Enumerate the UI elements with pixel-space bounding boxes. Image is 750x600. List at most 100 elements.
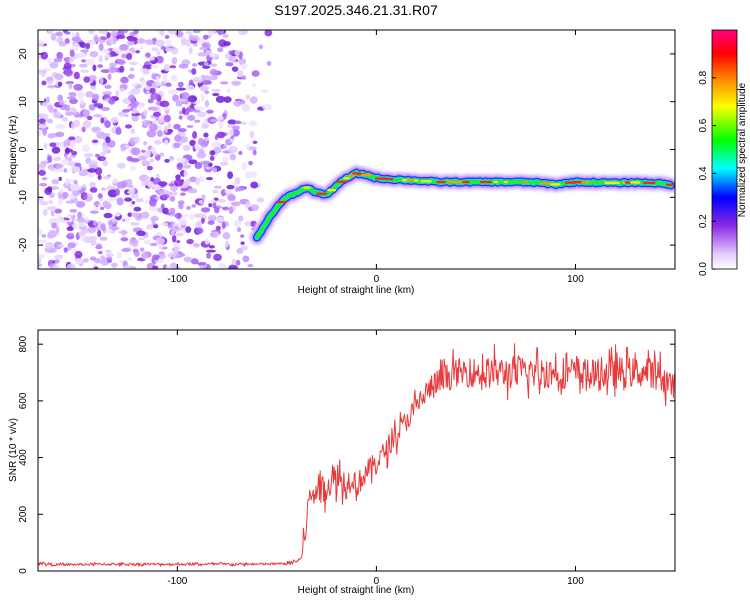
noise-blob: [175, 30, 184, 38]
noise-blob: [186, 124, 194, 129]
noise-blob: [234, 188, 245, 192]
noise-blob: [203, 62, 209, 66]
noise-blob: [142, 180, 149, 186]
noise-blob: [143, 239, 152, 245]
noise-blob: [124, 197, 133, 202]
noise-blob: [55, 225, 60, 234]
noise-blob: [100, 258, 110, 266]
noise-blob: [83, 76, 91, 83]
noise-blob: [73, 83, 83, 91]
noise-blob: [94, 153, 101, 158]
noise-blob: [81, 126, 86, 133]
noise-blob: [88, 103, 96, 111]
noise-blob: [241, 245, 248, 251]
noise-blob: [251, 171, 257, 178]
noise-blob: [252, 140, 258, 145]
snr-line: [38, 343, 675, 567]
noise-blob: [118, 230, 128, 235]
noise-blob: [170, 47, 179, 55]
noise-blob: [47, 205, 57, 211]
noise-blob: [41, 234, 47, 238]
noise-blob: [104, 84, 112, 89]
noise-blob: [113, 213, 121, 217]
noise-blob: [204, 238, 210, 245]
noise-blob: [152, 254, 160, 259]
noise-blob: [178, 115, 183, 120]
noise-blob: [126, 184, 134, 189]
noise-blob: [228, 50, 234, 55]
noise-blob: [181, 107, 186, 115]
noise-blob: [61, 158, 70, 166]
noise-blob: [227, 119, 237, 125]
noise-blob: [92, 64, 97, 72]
noise-blob: [140, 79, 146, 87]
noise-blob: [87, 39, 93, 43]
noise-blob: [167, 89, 178, 95]
noise-blob: [49, 142, 57, 148]
noise-blob: [138, 237, 146, 241]
noise-blob: [47, 133, 55, 139]
noise-blob: [192, 131, 198, 139]
noise-blob: [176, 240, 181, 244]
noise-blob: [47, 230, 58, 238]
noise-blob: [207, 30, 215, 36]
noise-blob: [163, 63, 171, 72]
noise-blob: [156, 82, 162, 86]
noise-blob: [103, 212, 113, 219]
noise-blob: [157, 117, 164, 124]
noise-blob: [228, 264, 239, 269]
noise-blob: [131, 212, 140, 218]
noise-blob: [260, 89, 269, 94]
noise-blob: [205, 177, 213, 181]
noise-blob: [251, 70, 260, 77]
noise-region: [38, 30, 276, 269]
noise-blob: [133, 136, 140, 144]
noise-blob: [130, 88, 141, 95]
noise-blob: [54, 258, 60, 264]
noise-blob: [232, 125, 240, 131]
noise-blob: [127, 94, 136, 102]
noise-blob: [182, 144, 191, 152]
noise-blob: [118, 111, 126, 117]
noise-blob: [129, 165, 137, 171]
noise-blob: [68, 136, 76, 141]
noise-blob: [244, 221, 252, 227]
noise-blob: [204, 137, 210, 142]
noise-blob: [173, 222, 180, 228]
noise-blob: [94, 206, 99, 211]
noise-blob: [233, 219, 242, 228]
noise-blob: [99, 76, 104, 85]
noise-blob: [111, 218, 117, 223]
noise-blob: [156, 50, 161, 56]
noise-blob: [55, 131, 65, 138]
noise-blob: [180, 92, 190, 100]
top-y-tick-label: 0: [18, 146, 29, 152]
frequency-ridge: [249, 164, 675, 246]
noise-blob: [145, 39, 154, 45]
noise-blob: [201, 124, 207, 129]
noise-blob: [147, 98, 154, 104]
noise-blob: [38, 228, 43, 236]
noise-blob: [100, 117, 105, 124]
noise-blob: [175, 100, 183, 107]
noise-blob: [141, 119, 152, 126]
noise-blob: [157, 189, 165, 195]
noise-blob: [223, 41, 231, 47]
noise-blob: [165, 82, 172, 87]
noise-blob: [116, 197, 124, 206]
noise-blob: [58, 176, 63, 182]
noise-blob: [74, 250, 83, 259]
noise-blob: [233, 100, 242, 107]
noise-blob: [80, 69, 90, 74]
chart-title: S197.2025.346.21.31.R07: [274, 2, 438, 18]
noise-blob: [46, 186, 53, 193]
noise-blob: [82, 184, 87, 188]
noise-blob: [107, 189, 118, 198]
noise-blob: [160, 203, 165, 210]
noise-blob: [209, 63, 218, 67]
noise-blob: [188, 46, 193, 55]
noise-blob: [100, 36, 108, 41]
noise-blob: [241, 162, 248, 171]
noise-blob: [169, 65, 177, 69]
